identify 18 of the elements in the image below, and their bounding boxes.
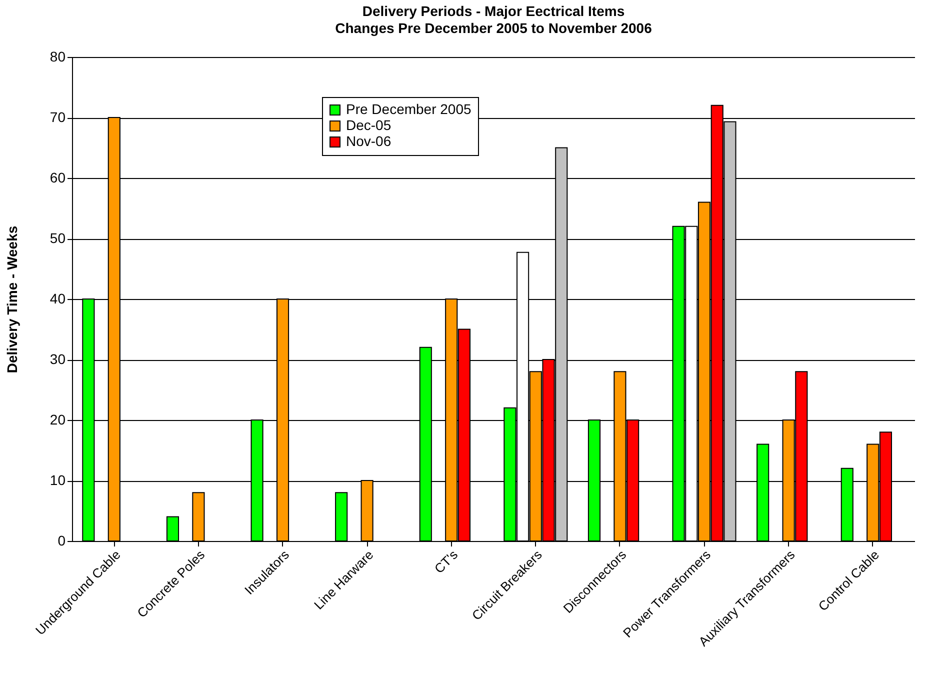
y-tick-label: 50 <box>50 230 66 246</box>
x-tick-label: CT's <box>431 546 461 576</box>
y-tick-label: 30 <box>50 351 66 367</box>
y-tick-label: 70 <box>50 109 66 125</box>
legend-label: Pre December 2005 <box>346 101 472 117</box>
y-tick-label: 80 <box>50 48 66 64</box>
bar <box>335 492 348 542</box>
chart-title: Delivery Periods - Major Eectrical Items <box>362 3 625 19</box>
y-tick-label: 0 <box>58 532 66 548</box>
legend-label: Dec-05 <box>346 117 392 133</box>
chart-subtitle: Changes Pre December 2005 to November 2006 <box>335 20 652 36</box>
y-tick-label: 60 <box>50 170 66 186</box>
y-tick-label: 20 <box>50 412 66 428</box>
legend-label: Nov-06 <box>346 133 392 149</box>
y-tick-label: 10 <box>50 472 66 488</box>
bar <box>166 516 180 542</box>
y-axis-title: Delivery Time - Weeks <box>4 226 20 374</box>
y-tick-label: 40 <box>50 290 66 306</box>
